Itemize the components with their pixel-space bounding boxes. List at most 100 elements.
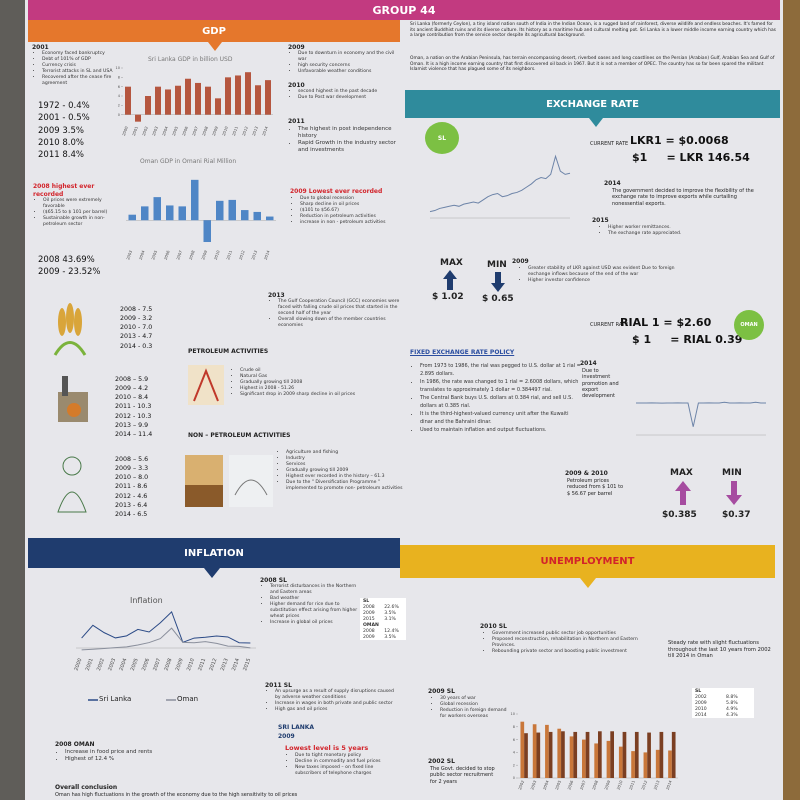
list-item: Due to tight monetary policy <box>295 753 395 759</box>
bar <box>647 732 651 778</box>
table-row: 2008 22.6% <box>360 604 406 610</box>
list-item: ($101 to $56.67) <box>300 208 400 214</box>
list: The Gulf Cooperation Council (GCC) econo… <box>270 299 403 329</box>
table: SL 2008 22.6% 2009 3.5% 2015 3.1% OMAN 2008 12.4%… <box>360 598 406 640</box>
x-tick-label: 2005 <box>130 658 140 672</box>
list-item: It is the third-highest-valued currency … <box>420 410 582 426</box>
x-tick-label: 2002 <box>517 779 525 790</box>
bar <box>598 731 602 778</box>
bar <box>548 731 553 778</box>
table-row: 2002 8.8% <box>692 694 754 700</box>
paragraph: The Govt. decided to stop public sector … <box>430 766 495 785</box>
x-tick-label: 2002 <box>96 658 106 672</box>
oman-exchange-chart <box>636 401 766 436</box>
list-item: Proposed reconstruction, rehabilitation … <box>492 637 662 649</box>
bar <box>618 746 623 778</box>
section-title: UNEMPLOYMENT <box>540 556 635 567</box>
x-tick-label: 2011 <box>628 779 636 790</box>
x-tick-label: 2004 <box>542 779 550 790</box>
heading: 2009 SL <box>428 688 455 695</box>
list-item: Reduction in foreign demand for workers … <box>440 708 510 720</box>
value-text: $ 1.02 <box>432 292 464 302</box>
table-row: 2015 3.1% <box>360 616 406 622</box>
paragraph: Steady rate with slight fluctuations thr… <box>668 640 771 659</box>
heading: SRI LANKA <box>278 724 315 731</box>
list-item: Overall slowing down of the member count… <box>278 317 403 329</box>
table-row: SL <box>692 688 754 694</box>
y-tick-label: 10 <box>116 66 120 70</box>
list: Due to global recessionSharp decline in … <box>292 196 400 226</box>
label: CURRENT RATE <box>590 322 629 328</box>
list-item: 2010 8.0% <box>38 137 84 148</box>
bar <box>610 731 614 778</box>
x-tick-label: 2011 <box>225 249 233 260</box>
list-item: 2014 – 11.4 <box>115 430 153 438</box>
poster-sheet <box>25 0 783 800</box>
x-tick-label: 2010 <box>213 249 221 260</box>
wheat-icon <box>53 303 87 356</box>
x-tick-label: 2003 <box>125 249 133 260</box>
heading: Overall conclusion <box>55 784 118 791</box>
x-tick-label: 2006 <box>566 779 574 790</box>
x-tick-label: 2003 <box>529 779 537 790</box>
label: CURRENT RATE <box>590 141 629 147</box>
sector-list: 2008 - 7.5 2009 - 3.2 2010 - 7.0 2013 - 4.7… <box>120 305 152 351</box>
table-cell: 3.1% <box>384 616 396 622</box>
bar <box>125 86 131 115</box>
unemployment-chart: 0 2 4 6 8 10 2002 2003 2004 2005 2006 2007 2008 2009 2… <box>511 712 678 790</box>
heading: 2001 <box>32 44 49 51</box>
badge: OMAN <box>734 310 764 340</box>
list-item: Terrorist attacks in SL and USA <box>42 69 114 75</box>
x-tick-label: 2011 <box>197 658 207 672</box>
bar <box>561 731 565 778</box>
list: Due to downturn in economy and the civil… <box>290 51 403 75</box>
table-cell: 22.6% <box>384 604 399 610</box>
bar <box>185 78 191 115</box>
list-item: The highest in post independence history <box>298 126 398 140</box>
list-item: second highest in the past decade <box>298 89 403 95</box>
table-cell: 2009 <box>695 700 707 706</box>
legend-label: Sri Lanka <box>99 695 132 703</box>
list: Due to tight monetary policyDecline in c… <box>287 753 395 777</box>
list-item: 2009 - 23.52% <box>38 267 101 278</box>
bar <box>141 206 149 221</box>
list-item: Services <box>286 462 404 468</box>
list-item: 2008 – 5.6 <box>115 456 149 463</box>
non-petroleum-icons <box>185 455 273 507</box>
list-item: The exchange rate appreciated. <box>608 231 758 237</box>
list-item: Rebounding private sector and boosting p… <box>492 649 662 655</box>
sector-list: 2008 – 5.6 2009 – 3.3 2010 – 8.0 2011 - 8.6… <box>115 455 148 519</box>
list-item: High gas and oil prices <box>275 707 400 713</box>
list-item: 2008 – 5.9 <box>115 376 149 383</box>
list: From 1973 to 1986, the rial was pegged t… <box>412 362 582 434</box>
y-tick-label: 8 <box>118 76 120 80</box>
x-tick-label: 2008 <box>201 125 209 136</box>
table-cell: 2002 <box>695 694 707 700</box>
bar <box>634 731 639 778</box>
heading: 2013 <box>268 292 285 299</box>
heading: 2011 <box>288 118 305 125</box>
list-item: Crude oil <box>240 368 400 374</box>
list-item: An upsurge as a result of supply disrupt… <box>275 689 400 701</box>
heading: PETROLEUM ACTIVITIES <box>188 348 269 355</box>
x-tick-label: 2011 <box>231 125 239 136</box>
heading: 2010 SL <box>480 623 507 630</box>
x-tick-label: 2002 <box>141 125 149 136</box>
heading: 2009 <box>512 258 529 265</box>
paragraph: Petroleum prices reduced from $ 101 to $… <box>567 478 624 497</box>
x-tick-label: 2009 <box>211 125 219 136</box>
list-item: 2013 - 6.4 <box>115 501 148 509</box>
bar <box>166 205 174 221</box>
line <box>81 627 251 651</box>
list-item: Significant drop in 2009 sharp decline i… <box>240 392 400 398</box>
list-item: Decline in commodity and fuel prices <box>295 759 395 765</box>
list-item: 2011 - 8.6 <box>115 483 148 491</box>
list-item: Gradually growing till 2008 <box>240 380 400 386</box>
x-tick-label: 2010 <box>616 779 624 790</box>
heading: 2009 & 2010 <box>565 470 608 477</box>
oman-gdp-chart: 2003 2004 2005 2006 2007 2008 2009 2010 2011 2012… <box>125 179 276 260</box>
exchange-bar: EXCHANGE RATE <box>405 90 780 118</box>
bar <box>245 72 251 115</box>
bar <box>145 96 151 115</box>
table-cell: 2008 <box>363 604 375 610</box>
